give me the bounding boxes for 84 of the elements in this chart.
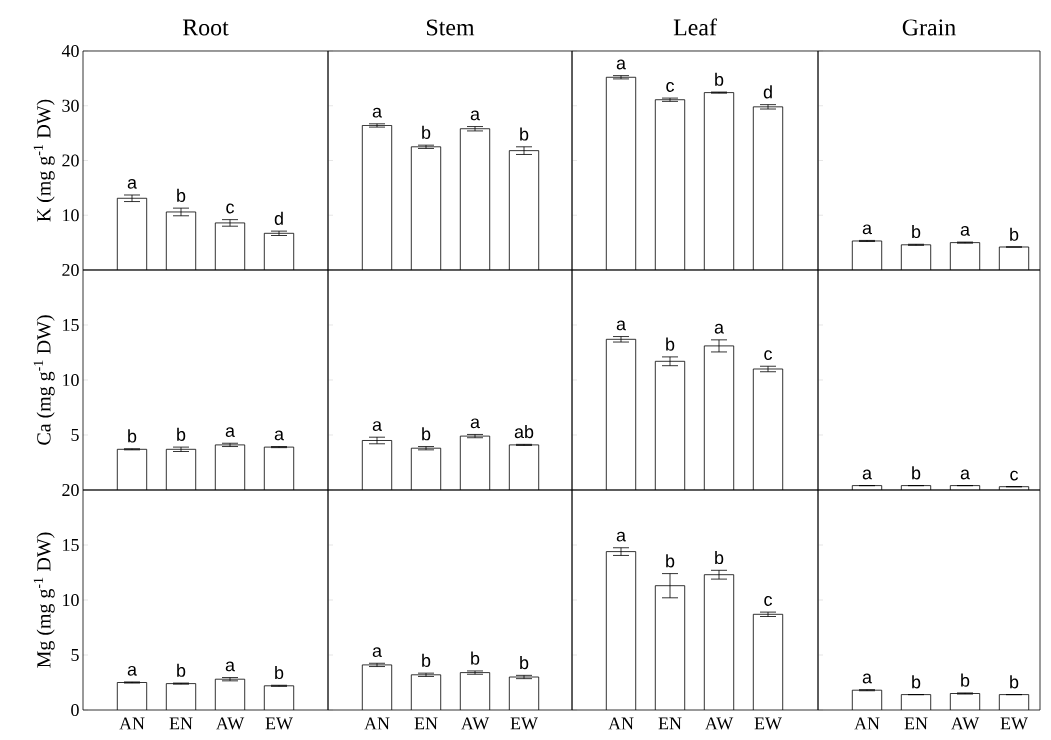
- annotation: a: [862, 224, 872, 235]
- annotation: c: [226, 203, 235, 214]
- annotation: b: [912, 466, 921, 480]
- annotation: c: [1010, 470, 1019, 481]
- annotation: a: [616, 320, 626, 331]
- annotation: b: [961, 673, 970, 687]
- annotation: b: [666, 337, 675, 351]
- annotation: b: [715, 72, 724, 86]
- annotation: b: [177, 663, 186, 677]
- x-tick-label: AW: [704, 717, 734, 730]
- y-tick-label: 20: [62, 483, 79, 497]
- x-tick-label: EN: [169, 717, 193, 730]
- y-tick-label: 10: [63, 593, 79, 607]
- y-tick-label: 15: [63, 318, 79, 331]
- x-tick-label: AN: [854, 717, 880, 730]
- annotation: d: [274, 211, 283, 225]
- annotation: a: [470, 418, 480, 429]
- annotation: b: [520, 127, 529, 141]
- annotation: b: [128, 429, 137, 443]
- annotation: a: [225, 427, 235, 438]
- annotation: a: [127, 178, 137, 189]
- annotation: a: [960, 226, 970, 236]
- annotation: a: [960, 469, 970, 480]
- y-tick-label: 30: [62, 99, 79, 112]
- annotation: ab: [514, 424, 534, 439]
- x-tick-label: EN: [904, 717, 928, 730]
- annotation: c: [666, 82, 675, 92]
- annotation: a: [225, 661, 235, 672]
- annotation: b: [1010, 227, 1019, 241]
- y-tick-label: 10: [63, 209, 79, 222]
- annotation: b: [520, 655, 529, 670]
- annotation: b: [422, 653, 431, 667]
- annotation: a: [862, 673, 872, 684]
- y-tick-label: 15: [63, 538, 79, 551]
- chart-title: Grain: [902, 19, 956, 36]
- y-tick-label: 20: [62, 154, 79, 167]
- annotation: b: [422, 125, 431, 139]
- chart-title: Leaf: [673, 18, 717, 36]
- annotation: d: [763, 85, 772, 99]
- annotation: a: [714, 323, 724, 334]
- annotation: a: [372, 647, 382, 658]
- x-tick-label: AN: [119, 717, 145, 730]
- annotation: b: [666, 554, 675, 568]
- y-tick-label: 0: [71, 703, 79, 717]
- x-tick-label: EW: [265, 717, 293, 730]
- y-axis-title: K (mg g$^{-1}$ DW): [33, 99, 55, 222]
- annotation: b: [177, 188, 186, 202]
- annotation: b: [1010, 675, 1019, 689]
- annotation: b: [912, 675, 921, 689]
- y-tick-label: 5: [71, 429, 79, 441]
- y-tick-label: 10: [63, 373, 79, 387]
- x-tick-label: EW: [1000, 717, 1028, 730]
- annotation: a: [470, 110, 480, 121]
- y-axis-title: Ca (mg g$^{-1}$ DW): [33, 315, 55, 445]
- chart-title: Stem: [427, 19, 475, 36]
- annotation: a: [127, 665, 137, 676]
- y-axis-title: Mg (mg g$^{-1}$ DW): [33, 532, 55, 668]
- y-tick-label: 40: [61, 44, 79, 58]
- annotation: a: [274, 430, 284, 441]
- x-tick-label: EN: [414, 717, 438, 730]
- annotation: a: [616, 531, 626, 542]
- x-tick-label: EW: [510, 717, 538, 730]
- x-tick-label: EW: [754, 717, 782, 730]
- annotation: b: [912, 224, 921, 239]
- x-tick-label: AN: [364, 717, 390, 730]
- chart-title: Root: [182, 19, 229, 36]
- annotation: b: [275, 665, 284, 680]
- x-tick-label: AN: [608, 717, 634, 730]
- x-tick-label: AW: [950, 717, 980, 730]
- annotation: a: [372, 107, 382, 118]
- x-tick-label: EN: [658, 717, 682, 730]
- x-tick-label: AW: [215, 717, 245, 730]
- annotation: b: [177, 427, 186, 441]
- annotation: a: [862, 469, 872, 480]
- annotation: b: [715, 550, 724, 565]
- x-tick-label: AW: [460, 717, 490, 730]
- annotation: c: [764, 350, 773, 361]
- y-tick-label: 5: [71, 649, 79, 661]
- annotation: b: [471, 651, 480, 665]
- y-tick-label: 20: [62, 263, 79, 277]
- annotation: a: [616, 59, 626, 70]
- annotation: a: [372, 421, 382, 431]
- annotation: b: [422, 427, 431, 441]
- annotation: c: [764, 596, 773, 606]
